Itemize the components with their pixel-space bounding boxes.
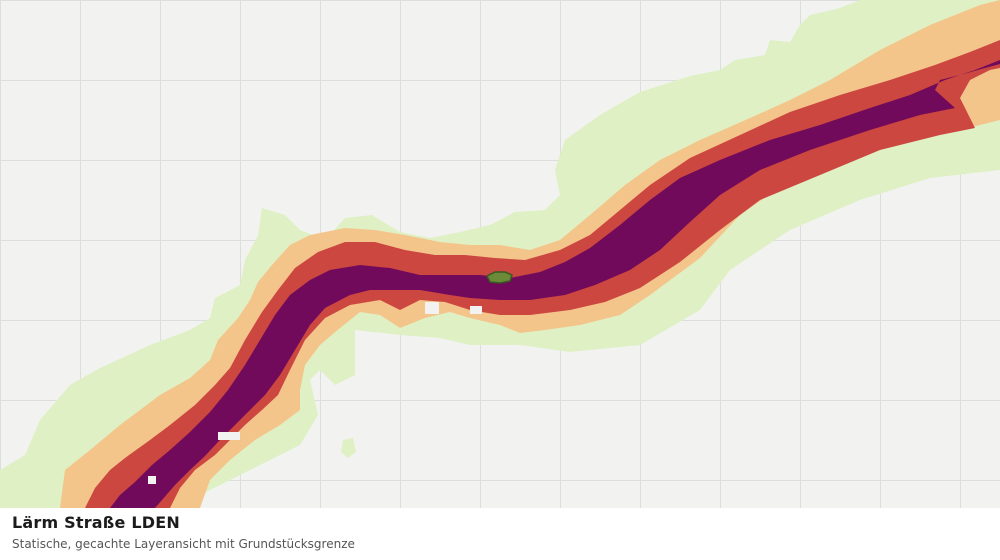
layer-title: Lärm Straße LDEN (12, 513, 180, 532)
parcel-boundary[interactable] (485, 271, 513, 284)
layer-subtitle: Statische, gecachte Layeransicht mit Gru… (12, 537, 355, 551)
map-gaps (148, 302, 482, 484)
map-view[interactable] (0, 0, 1000, 508)
noise-band-high (110, 60, 1000, 508)
map-caption: Lärm Straße LDEN Statische, gecachte Lay… (0, 508, 1000, 560)
noise-map-canvas (0, 0, 1000, 508)
